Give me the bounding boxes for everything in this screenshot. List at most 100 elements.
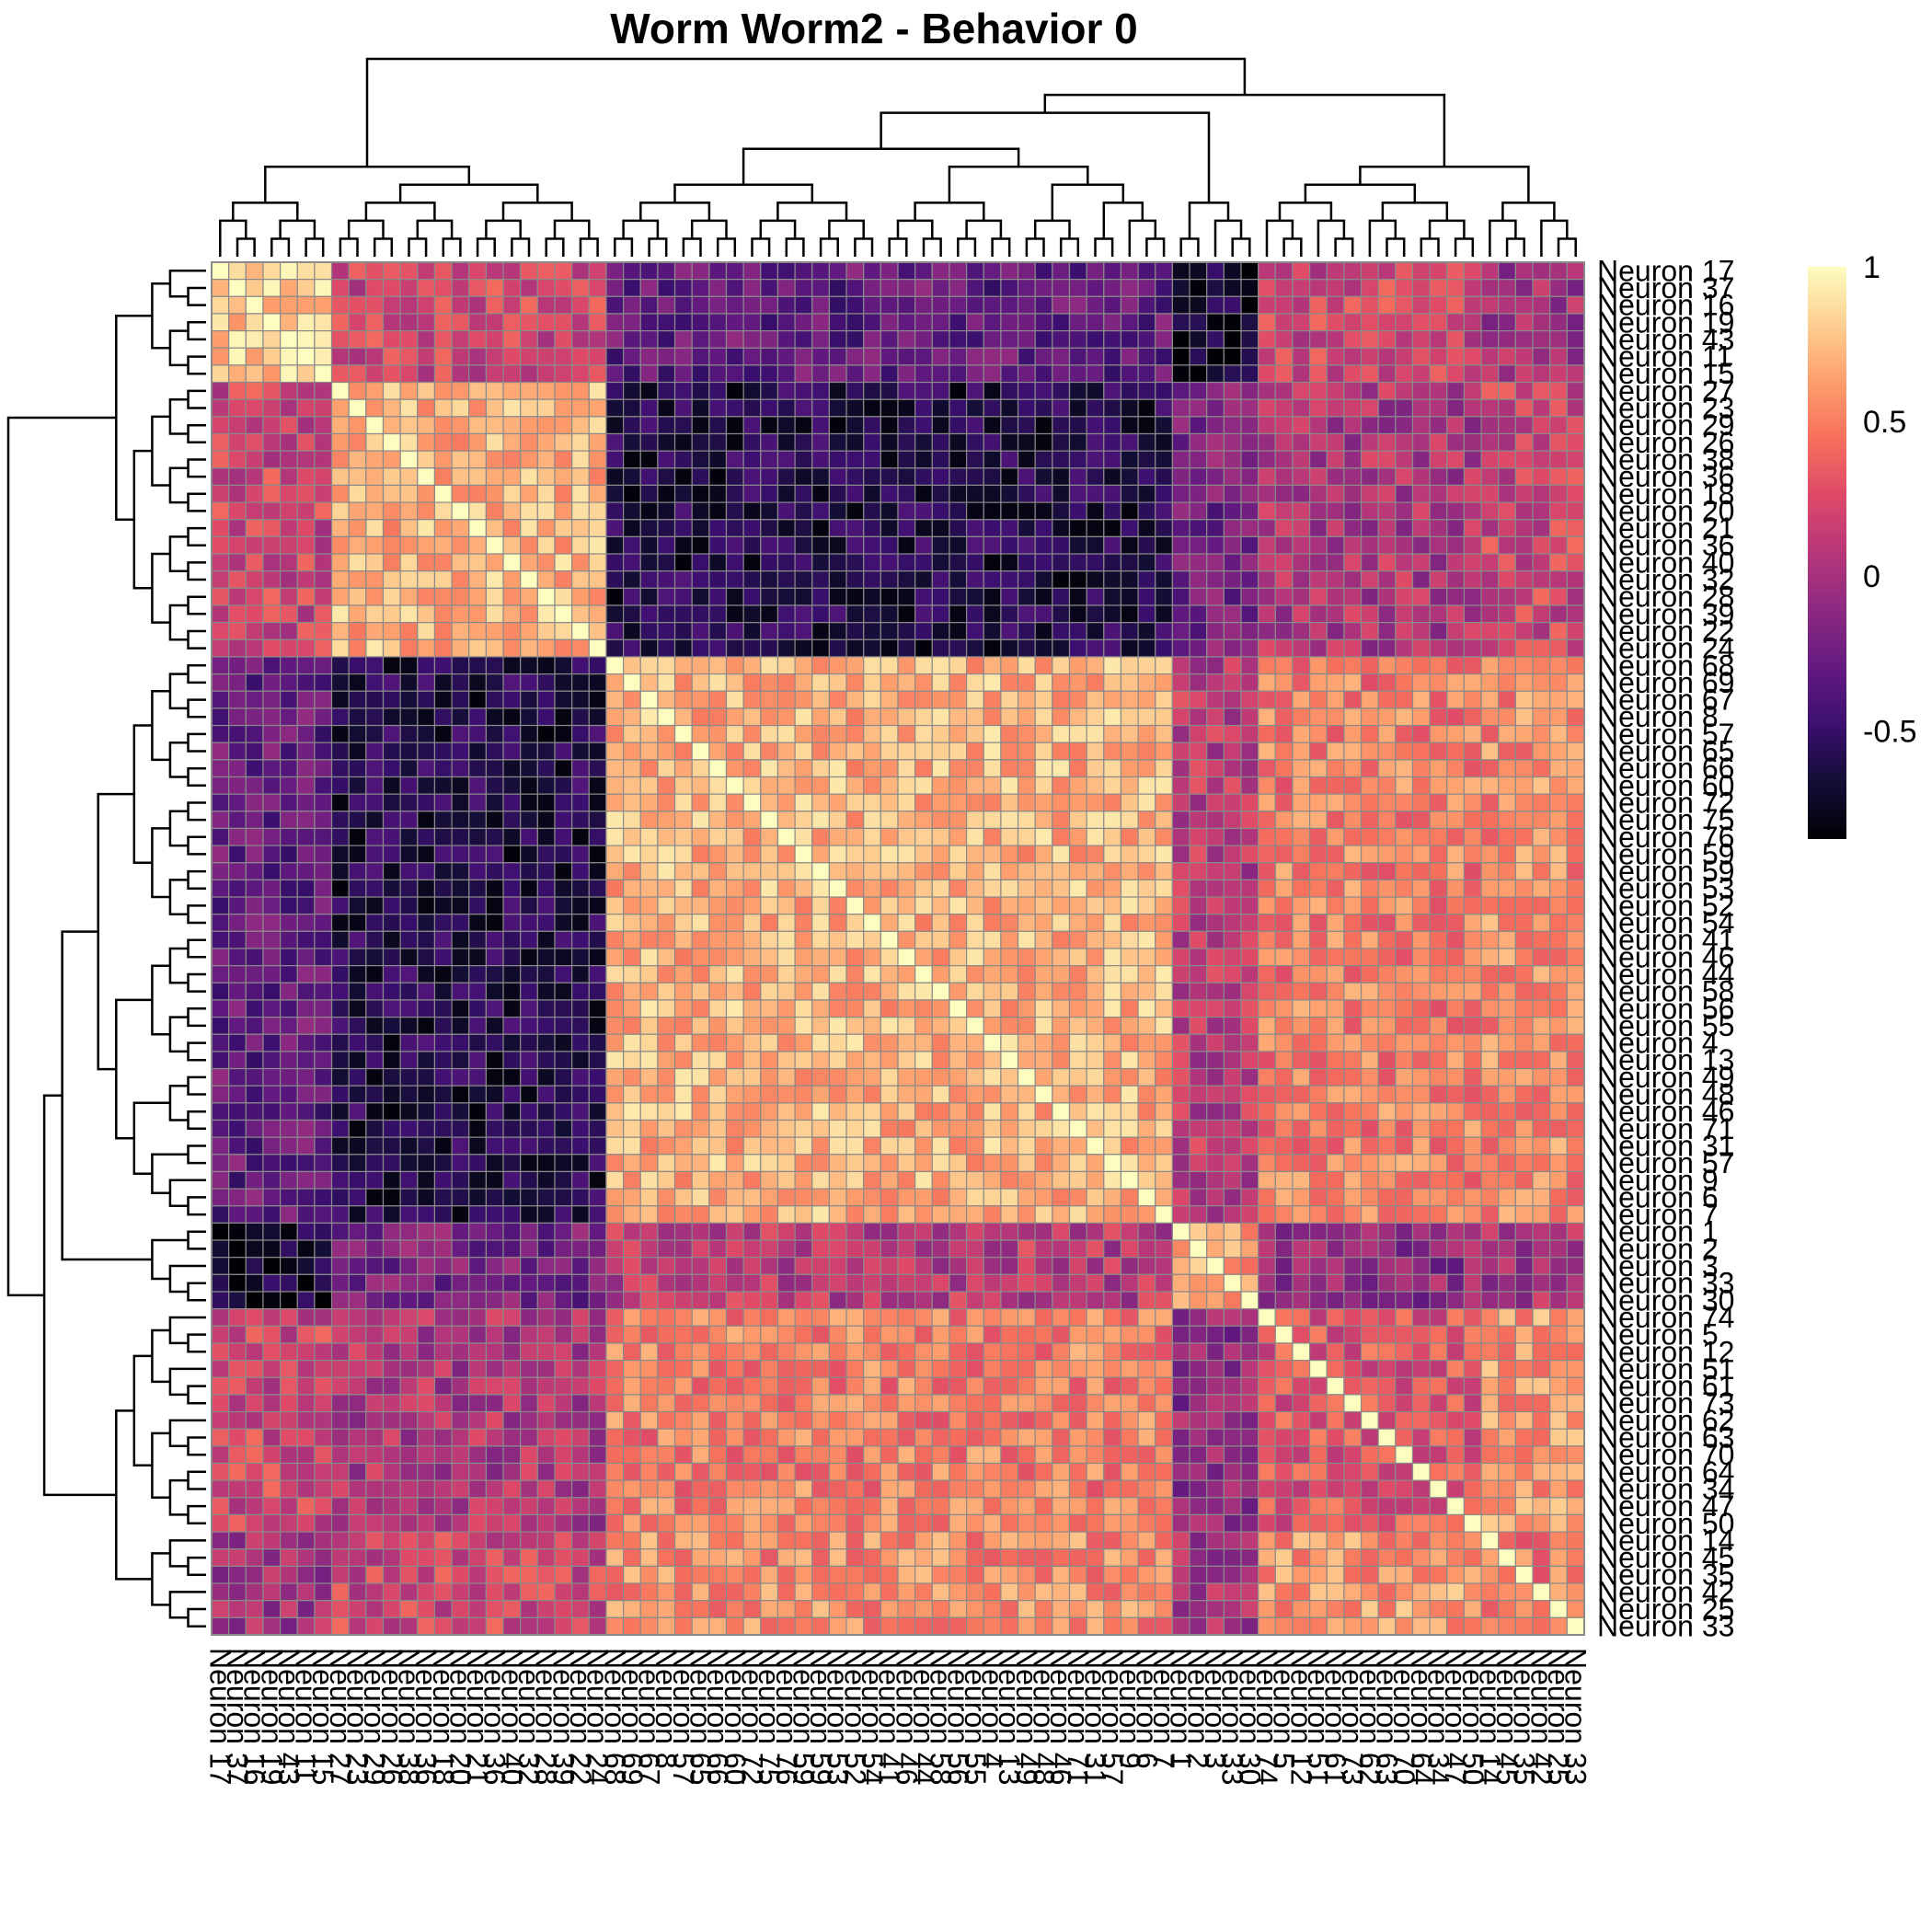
heatmap-cell: [691, 519, 710, 537]
heatmap-cell: [228, 914, 247, 932]
heatmap-cell: [433, 862, 453, 880]
heatmap-cell: [485, 381, 504, 400]
heatmap-cell: [1206, 535, 1225, 555]
heatmap-cell: [845, 1102, 865, 1121]
heatmap-cell: [880, 1239, 899, 1259]
heatmap-cell: [708, 1154, 728, 1173]
heatmap-cell: [1292, 398, 1311, 418]
heatmap-cell: [502, 759, 522, 778]
heatmap-cell: [262, 1257, 282, 1275]
heatmap-cell: [571, 295, 590, 315]
heatmap-cell: [776, 1170, 796, 1190]
heatmap-cell: [639, 742, 659, 761]
heatmap-cell: [571, 364, 590, 384]
heatmap-cell: [1395, 587, 1414, 606]
heatmap-cell: [863, 999, 881, 1018]
heatmap-cell: [588, 279, 607, 297]
heatmap-cell: [1446, 1085, 1466, 1104]
heatmap-cell: [1514, 587, 1534, 606]
heatmap-cell: [571, 1033, 590, 1052]
heatmap-cell: [1343, 416, 1363, 435]
heatmap-cell: [1034, 1273, 1053, 1293]
dendrogram-branch: [1428, 219, 1466, 239]
heatmap-cell: [1360, 295, 1379, 315]
heatmap-cell: [1206, 553, 1225, 572]
heatmap-cell: [1395, 1085, 1414, 1104]
heatmap-cell: [502, 467, 522, 487]
heatmap-cell: [983, 948, 1002, 967]
heatmap-cell: [1498, 432, 1516, 452]
heatmap-cell: [863, 519, 881, 537]
heatmap-cell: [1034, 982, 1053, 1001]
heatmap-cell: [1446, 879, 1466, 898]
heatmap-cell: [399, 845, 419, 864]
heatmap-cell: [811, 1051, 830, 1070]
heatmap-cell: [1206, 313, 1225, 332]
heatmap-cell: [965, 416, 984, 435]
heatmap-cell: [433, 1102, 453, 1121]
heatmap-cell: [1120, 570, 1139, 589]
dendrogram-branch: [1059, 237, 1080, 257]
heatmap-cell: [1274, 553, 1294, 572]
heatmap-cell: [1086, 432, 1105, 452]
heatmap-cell: [1189, 879, 1208, 898]
heatmap-cell: [399, 604, 419, 624]
heatmap-cell: [280, 707, 298, 727]
heatmap-cell: [1532, 793, 1551, 812]
heatmap-cell: [1155, 759, 1173, 778]
heatmap-cell: [280, 1273, 298, 1293]
heatmap-cell: [1395, 347, 1414, 366]
heatmap-cell: [639, 1051, 659, 1070]
heatmap-cell: [588, 416, 607, 435]
heatmap-cell: [811, 519, 830, 537]
heatmap-cell: [622, 845, 641, 864]
heatmap-cell: [588, 347, 607, 366]
heatmap-cell: [880, 827, 899, 846]
heatmap-cell: [571, 416, 590, 435]
heatmap-cell: [1189, 1067, 1208, 1087]
heatmap-cell: [1463, 724, 1482, 743]
heatmap-cell: [211, 467, 230, 487]
heatmap-cell: [262, 1085, 282, 1104]
heatmap-cell: [1429, 776, 1448, 795]
heatmap-cell: [571, 776, 590, 795]
heatmap-cell: [314, 862, 333, 880]
heatmap-cell: [330, 1291, 350, 1310]
heatmap-cell: [725, 450, 744, 469]
heatmap-cell: [485, 707, 504, 727]
heatmap-cell: [536, 793, 556, 812]
heatmap-cell: [1360, 1136, 1379, 1156]
heatmap-cell: [417, 261, 436, 281]
heatmap-cell: [794, 827, 813, 846]
heatmap-cell: [382, 279, 401, 297]
heatmap-cell: [468, 519, 487, 537]
heatmap-cell: [262, 261, 282, 281]
heatmap-cell: [760, 1257, 779, 1275]
heatmap-cell: [776, 948, 796, 967]
heatmap-cell: [1514, 1051, 1534, 1070]
heatmap-cell: [588, 1222, 607, 1241]
heatmap-cell: [588, 622, 607, 640]
heatmap-cell: [433, 879, 453, 898]
heatmap-cell: [314, 914, 333, 932]
heatmap-cell: [296, 930, 316, 949]
heatmap-cell: [1103, 1205, 1122, 1224]
heatmap-cell: [794, 1136, 813, 1156]
heatmap-cell: [433, 398, 453, 418]
heatmap-cell: [1326, 948, 1345, 967]
heatmap-cell: [554, 811, 573, 830]
heatmap-cell: [983, 1016, 1002, 1035]
heatmap-cell: [228, 279, 247, 297]
heatmap-cell: [1446, 398, 1466, 418]
heatmap-cell: [1240, 450, 1259, 469]
heatmap-cell: [1017, 707, 1036, 727]
heatmap-cell: [1155, 811, 1173, 830]
heatmap-cell: [314, 690, 333, 709]
heatmap-cell: [485, 759, 504, 778]
heatmap-cell: [1103, 776, 1122, 795]
heatmap-cell: [228, 896, 247, 915]
heatmap-cell: [1549, 811, 1568, 830]
heatmap-cell: [1171, 1016, 1190, 1035]
heatmap-cell: [365, 982, 385, 1001]
heatmap-cell: [1549, 707, 1568, 727]
